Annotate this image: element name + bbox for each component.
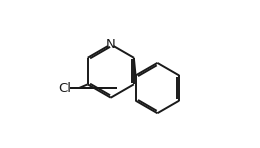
Text: N: N xyxy=(106,38,116,51)
Text: Cl: Cl xyxy=(59,82,72,95)
